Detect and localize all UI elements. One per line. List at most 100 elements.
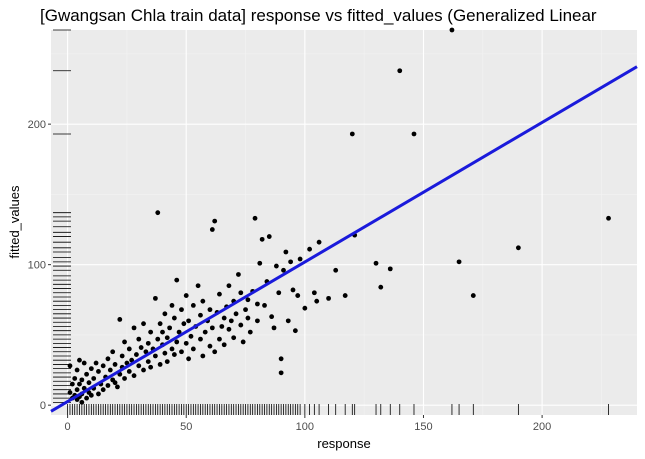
data-point [411, 131, 417, 137]
data-point [257, 260, 263, 266]
data-point [105, 383, 111, 388]
data-point [122, 376, 127, 381]
data-point [148, 364, 154, 370]
data-point [181, 321, 187, 327]
data-point [470, 293, 476, 298]
data-point [278, 370, 284, 376]
data-point [107, 367, 113, 373]
data-point [231, 335, 237, 341]
data-point [79, 399, 85, 405]
data-point [152, 295, 158, 301]
data-point [164, 359, 170, 365]
data-point [217, 336, 222, 342]
data-point [302, 305, 308, 311]
y-tick-label: 100 [28, 260, 46, 272]
data-point [397, 68, 403, 74]
data-point [255, 301, 260, 307]
data-point [188, 333, 194, 339]
data-point [245, 297, 251, 303]
data-point [221, 342, 227, 348]
data-point [145, 359, 151, 365]
data-point [259, 236, 265, 242]
data-point [226, 283, 232, 289]
x-axis-ticks: 0 50 100 150 200 [65, 415, 551, 433]
data-point [77, 381, 82, 387]
data-point [145, 340, 151, 346]
data-point [252, 215, 258, 221]
data-point [131, 373, 137, 379]
data-point [387, 266, 393, 272]
data-point [100, 363, 106, 369]
data-point [174, 277, 180, 283]
data-point [69, 381, 75, 387]
data-point [276, 290, 282, 296]
x-tick-label: 200 [533, 421, 551, 433]
data-point [269, 314, 275, 320]
data-point [67, 390, 73, 395]
data-point [84, 395, 89, 401]
data-point [278, 356, 284, 362]
data-point [157, 362, 163, 367]
data-point [266, 234, 272, 239]
data-point [236, 272, 241, 277]
data-point [155, 210, 161, 216]
data-point [138, 345, 144, 350]
data-point [91, 376, 97, 381]
data-point [117, 317, 123, 322]
data-point [200, 353, 206, 359]
data-point [112, 380, 118, 386]
data-point [160, 329, 165, 335]
y-axis-ticks: 0 100 200 [28, 119, 51, 412]
fit-line [50, 65, 638, 413]
data-point [240, 339, 246, 345]
data-point [342, 293, 348, 298]
data-point [67, 363, 73, 369]
data-point [134, 352, 139, 357]
data-point [297, 256, 303, 262]
data-point [285, 318, 291, 324]
x-tick-label: 100 [296, 421, 314, 433]
data-point [198, 312, 203, 318]
data-point [112, 362, 118, 367]
data-point [74, 367, 80, 373]
data-point [84, 371, 89, 377]
data-point [238, 290, 244, 296]
data-point [155, 336, 161, 342]
chart-title: [Gwangsan Chla train data] response vs f… [40, 6, 597, 25]
data-point [292, 328, 298, 334]
y-tick-label: 200 [28, 119, 46, 131]
rug-marks [53, 29, 609, 415]
data-point [126, 369, 132, 374]
data-point [233, 311, 239, 317]
data-point [295, 293, 301, 298]
data-point [81, 360, 87, 366]
data-point [212, 218, 218, 224]
data-point [245, 315, 251, 321]
data-point [273, 263, 279, 269]
data-point [86, 380, 92, 386]
data-point [148, 329, 154, 335]
data-point [74, 387, 80, 393]
data-point [77, 357, 82, 363]
data-point [288, 259, 294, 265]
data-point [198, 336, 203, 342]
data-point [179, 349, 184, 355]
data-point [311, 290, 317, 296]
x-axis-title: response [317, 436, 370, 451]
data-point [186, 356, 192, 362]
data-point [515, 245, 521, 251]
data-point [207, 307, 213, 313]
data-point [209, 325, 215, 331]
data-point [136, 336, 142, 342]
data-point [456, 259, 462, 265]
data-point [238, 322, 244, 328]
data-points [67, 27, 611, 405]
data-point [190, 346, 196, 352]
data-point [105, 356, 111, 362]
x-tick-label: 150 [414, 421, 432, 433]
data-point [243, 307, 248, 313]
data-point [122, 339, 127, 345]
data-point [110, 349, 116, 355]
data-point [164, 335, 170, 341]
data-point [183, 340, 189, 346]
